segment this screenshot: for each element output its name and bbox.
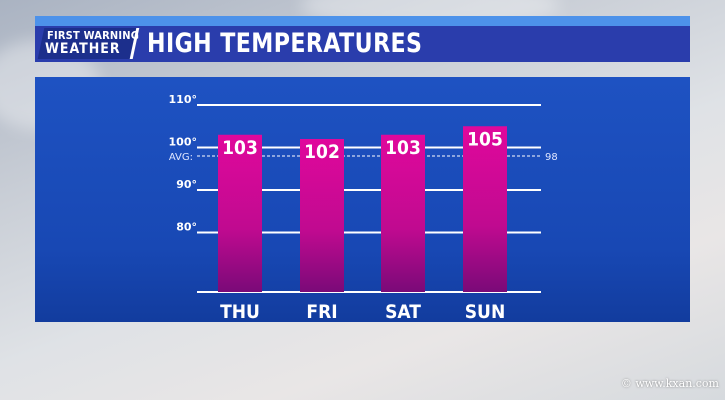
bar-fri xyxy=(300,139,344,292)
bar-sun xyxy=(463,126,507,292)
header-accent-strip xyxy=(35,16,690,27)
average-value: 98 xyxy=(545,152,558,163)
y-tick-label: 80° xyxy=(176,221,197,234)
chart-panel xyxy=(35,77,690,322)
x-category-label: SAT xyxy=(385,301,421,323)
page-title: HIGH TEMPERATURES xyxy=(147,28,423,59)
bar-sat xyxy=(381,134,425,292)
logo-line1: FIRST WARNING xyxy=(47,29,140,42)
bar-value-label: 103 xyxy=(385,137,421,159)
x-category-label: FRI xyxy=(306,301,337,323)
y-tick-label: 100° xyxy=(169,136,197,149)
bar-value-label: 103 xyxy=(222,137,258,159)
x-category-label: SUN xyxy=(465,301,506,323)
bar-thu xyxy=(218,134,262,292)
bar-value-label: 102 xyxy=(304,141,340,163)
logo-line2: WEATHER xyxy=(45,41,121,57)
x-category-label: THU xyxy=(220,301,260,323)
y-tick-label: 90° xyxy=(176,178,197,191)
bar-value-label: 105 xyxy=(467,128,503,150)
header-bar: FIRST WARNING WEATHER HIGH TEMPERATURES xyxy=(35,26,690,62)
watermark: © www.kxan.com xyxy=(620,377,719,390)
y-tick-label: 110° xyxy=(169,93,197,106)
average-label: AVG: xyxy=(169,152,193,163)
